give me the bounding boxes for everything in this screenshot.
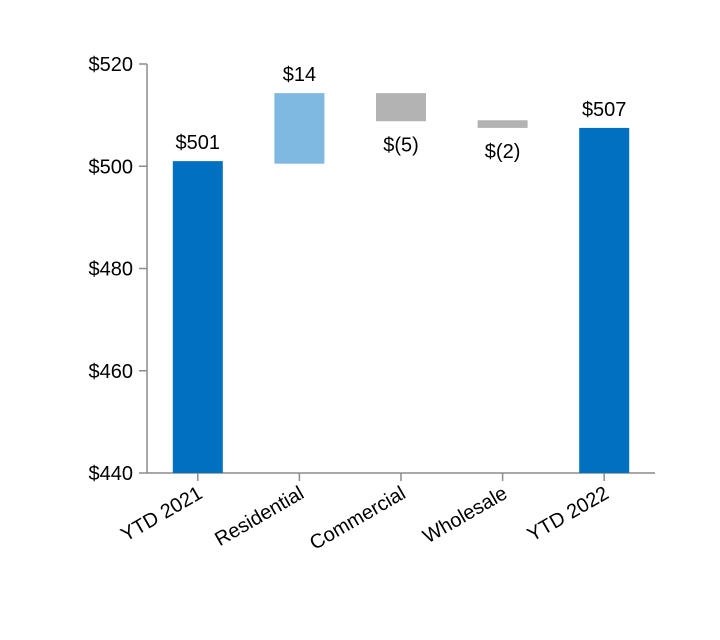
x-tick-label: YTD 2021 xyxy=(117,482,206,546)
data-label: $507 xyxy=(582,99,627,121)
x-tick-label: Wholesale xyxy=(419,482,511,548)
y-tick-label: $460 xyxy=(89,361,134,383)
data-labels: $501 $14 $(5) $(2) $507 xyxy=(176,64,627,163)
y-tick-label: $500 xyxy=(89,156,134,178)
bar-ytd-2022 xyxy=(579,127,630,473)
data-label: $14 xyxy=(283,64,316,86)
bar-commercial xyxy=(376,93,426,122)
data-label: $(5) xyxy=(383,134,419,156)
bar-ytd-2021 xyxy=(172,161,223,473)
y-tick-label: $520 xyxy=(89,54,134,76)
bar-wholesale xyxy=(477,120,528,128)
y-tick-label: $440 xyxy=(89,463,134,485)
bar-residential xyxy=(274,93,325,164)
x-tick-label: YTD 2022 xyxy=(524,482,613,546)
y-tick-label: $480 xyxy=(89,259,134,281)
bars xyxy=(172,93,630,473)
data-label: $501 xyxy=(176,132,221,154)
x-tick-label: Commercial xyxy=(306,482,409,554)
x-tick-label: Residential xyxy=(211,482,308,551)
data-label: $(2) xyxy=(485,141,521,163)
